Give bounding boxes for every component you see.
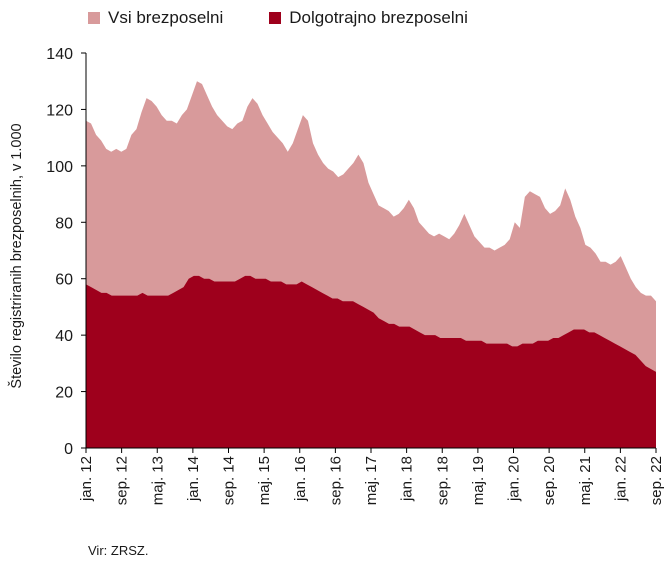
legend-label-all: Vsi brezposelni — [108, 8, 224, 27]
source-note: Vir: ZRSZ. — [88, 543, 149, 558]
y-tick-label: 20 — [55, 385, 73, 402]
legend: Vsi brezposelni Dolgotrajno brezposelni — [88, 8, 468, 28]
legend-swatch-longterm — [269, 12, 282, 24]
x-tick-label: jan. 20 — [506, 456, 523, 502]
x-tick-label: maj. 17 — [363, 456, 380, 505]
x-tick-label: sep. 16 — [327, 456, 344, 505]
x-tick-label: sep. 12 — [114, 456, 131, 505]
x-tick-label: maj. 21 — [577, 456, 594, 505]
y-tick-label: 80 — [55, 215, 73, 232]
legend-item-longterm: Dolgotrajno brezposelni — [269, 8, 468, 28]
y-tick-label: 0 — [64, 441, 73, 458]
series-area-1 — [86, 275, 656, 448]
legend-label-longterm: Dolgotrajno brezposelni — [289, 8, 468, 27]
x-tick-label: maj. 19 — [470, 456, 487, 505]
x-tick-label: sep. 18 — [434, 456, 451, 505]
y-tick-label: 40 — [55, 328, 73, 345]
x-tick-label: sep. 22 — [648, 456, 665, 505]
y-tick-label: 120 — [46, 102, 73, 119]
x-tick-label: jan. 12 — [78, 456, 95, 502]
x-tick-label: maj. 15 — [256, 456, 273, 505]
legend-item-all: Vsi brezposelni — [88, 8, 223, 28]
y-tick-label: 60 — [55, 272, 73, 289]
x-tick-label: sep. 20 — [541, 456, 558, 505]
x-tick-label: jan. 18 — [399, 456, 416, 502]
y-tick-label: 100 — [46, 159, 73, 176]
x-tick-label: jan. 16 — [292, 456, 309, 502]
x-tick-label: maj. 13 — [149, 456, 166, 505]
y-tick-label: 140 — [46, 46, 73, 63]
x-tick-label: sep. 14 — [221, 456, 238, 505]
legend-swatch-all — [88, 12, 100, 24]
x-tick-label: jan. 14 — [185, 456, 202, 502]
x-tick-label: jan. 22 — [612, 456, 629, 502]
